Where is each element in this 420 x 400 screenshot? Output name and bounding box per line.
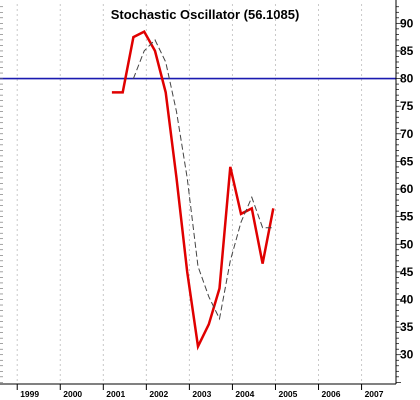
vertical-grid	[16, 4, 363, 384]
x-tick-label-2000: 2000	[63, 389, 82, 399]
series-line-signal	[132, 39, 274, 321]
y-tick-label-30: 30	[400, 348, 414, 362]
x-tick-label-2001: 2001	[106, 389, 125, 399]
y-tick-label-40: 40	[400, 292, 414, 306]
chart-title: Stochastic Oscillator (56.1085)	[111, 7, 300, 22]
x-tick-label-2003: 2003	[192, 389, 211, 399]
y-tick-label-65: 65	[400, 154, 414, 168]
y-tick-label-50: 50	[400, 237, 414, 251]
x-tick-label-2004: 2004	[235, 389, 254, 399]
x-tick-label-2002: 2002	[149, 389, 168, 399]
series-lines	[111, 29, 275, 351]
series-line-main	[111, 29, 275, 351]
y-tick-label-90: 90	[400, 16, 414, 30]
y-tick-label-85: 85	[400, 44, 414, 58]
y-axis-ticks: 30 35 40 45 50 55 60 65 70 75 80 85 90	[400, 16, 414, 361]
y-tick-label-80: 80	[400, 72, 414, 86]
x-tick-label-1999: 1999	[20, 389, 39, 399]
y-tick-label-75: 75	[400, 99, 414, 113]
y-tick-label-60: 60	[400, 182, 414, 196]
x-tick-label-2007: 2007	[365, 389, 384, 399]
y-tick-label-70: 70	[400, 127, 414, 141]
x-axis-ticks: 1999 2000 2001 2002 2003 2004 2005 2006 2007	[16, 384, 384, 399]
x-tick-label-2006: 2006	[322, 389, 341, 399]
x-tick-label-2005: 2005	[278, 389, 297, 399]
axes	[0, 0, 401, 385]
y-tick-label-35: 35	[400, 320, 414, 334]
y-tick-label-45: 45	[400, 265, 414, 279]
y-tick-label-55: 55	[400, 210, 414, 224]
